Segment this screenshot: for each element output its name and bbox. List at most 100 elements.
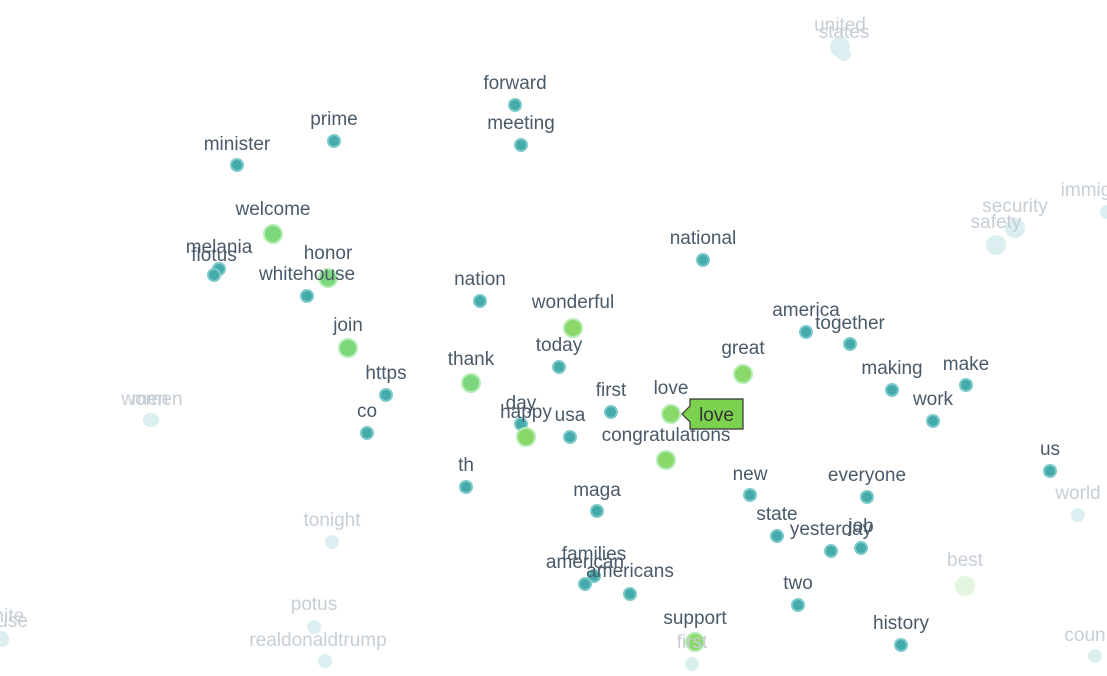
- label-realdonaldtrump: realdonaldtrump: [249, 630, 386, 651]
- point-america[interactable]: [799, 325, 813, 339]
- label-https: https: [365, 363, 406, 384]
- point-americans[interactable]: [623, 587, 637, 601]
- point-families[interactable]: [587, 569, 601, 583]
- point-thank[interactable]: [461, 373, 481, 393]
- point-coun[interactable]: [1088, 649, 1102, 663]
- label-melania: melania: [186, 237, 253, 258]
- point-making[interactable]: [885, 383, 899, 397]
- point-great[interactable]: [733, 364, 753, 384]
- point-us[interactable]: [1043, 464, 1057, 478]
- point-usa[interactable]: [563, 430, 577, 444]
- point-join[interactable]: [338, 338, 358, 358]
- point-today[interactable]: [552, 360, 566, 374]
- point-whitehouse[interactable]: [300, 289, 314, 303]
- point-safety[interactable]: [986, 235, 1006, 255]
- label-meeting: meeting: [487, 113, 555, 134]
- point-together[interactable]: [843, 337, 857, 351]
- point-congratulations[interactable]: [656, 450, 676, 470]
- point-security[interactable]: [1005, 218, 1025, 238]
- label-first: first: [596, 380, 627, 401]
- point-make[interactable]: [959, 378, 973, 392]
- label-women: women: [120, 389, 182, 410]
- label-thank: thank: [448, 349, 495, 370]
- tooltip: love: [681, 398, 744, 430]
- label-prime: prime: [310, 109, 358, 130]
- label-potus: potus: [291, 594, 337, 615]
- label-national: national: [670, 228, 737, 249]
- point-https[interactable]: [379, 388, 393, 402]
- label-join: join: [332, 315, 363, 336]
- point-job[interactable]: [854, 541, 868, 555]
- label-th: th: [458, 455, 474, 476]
- label-new: new: [733, 464, 768, 485]
- labels-layer: forward meeting prime minister welcome melani…: [0, 15, 1107, 653]
- label-first: first: [677, 632, 708, 653]
- label-states: states: [819, 22, 870, 43]
- point-history[interactable]: [894, 638, 908, 652]
- label-america: america: [772, 300, 840, 321]
- point-american[interactable]: [578, 577, 592, 591]
- point-nation[interactable]: [473, 294, 487, 308]
- point-best[interactable]: [955, 576, 975, 596]
- point-two[interactable]: [791, 598, 805, 612]
- point-everyone[interactable]: [860, 490, 874, 504]
- point-men[interactable]: [143, 413, 157, 427]
- label-state: state: [756, 504, 797, 525]
- point-maga[interactable]: [590, 504, 604, 518]
- point-wonderful[interactable]: [563, 318, 583, 338]
- points-layer: [0, 37, 1107, 671]
- point-tonight[interactable]: [325, 535, 339, 549]
- point-honor[interactable]: [318, 268, 338, 288]
- label-support: support: [663, 608, 727, 629]
- point-prime[interactable]: [327, 134, 341, 148]
- label-great: great: [721, 338, 765, 359]
- point-meeting[interactable]: [514, 138, 528, 152]
- label-immig: immig: [1061, 180, 1107, 201]
- point-state[interactable]: [770, 529, 784, 543]
- point-potus[interactable]: [307, 620, 321, 634]
- point-support[interactable]: [685, 632, 705, 652]
- point-work[interactable]: [926, 414, 940, 428]
- point-co[interactable]: [360, 426, 374, 440]
- point-minister[interactable]: [230, 158, 244, 172]
- point-first[interactable]: [604, 405, 618, 419]
- point-states[interactable]: [837, 47, 851, 61]
- label-coun: coun: [1064, 625, 1105, 646]
- point-first[interactable]: [685, 657, 699, 671]
- label-security: security: [982, 196, 1048, 217]
- label-yesterday: yesterday: [790, 519, 873, 540]
- label-men: men: [132, 389, 169, 410]
- point-th[interactable]: [459, 480, 473, 494]
- point-flotus[interactable]: [207, 268, 221, 282]
- label-love: love: [654, 378, 689, 399]
- label-welcome: welcome: [235, 199, 311, 220]
- label-work: work: [912, 389, 954, 410]
- point-world[interactable]: [1071, 508, 1085, 522]
- point-forward[interactable]: [508, 98, 522, 112]
- label-congratulations: congratulations: [602, 425, 731, 446]
- label-maga: maga: [573, 480, 621, 501]
- label-tonight: tonight: [303, 510, 361, 531]
- point-yesterday[interactable]: [824, 544, 838, 558]
- point-immig[interactable]: [1100, 205, 1107, 219]
- label-world: world: [1054, 483, 1100, 504]
- label-history: history: [873, 613, 929, 634]
- label-honor: honor: [304, 243, 353, 264]
- label-co: co: [357, 401, 377, 422]
- point-house[interactable]: [0, 633, 9, 647]
- point-happy[interactable]: [516, 427, 536, 447]
- label-white: white: [0, 606, 24, 627]
- point-love[interactable]: [661, 404, 681, 424]
- label-two: two: [783, 573, 813, 594]
- label-wonderful: wonderful: [531, 292, 614, 313]
- label-families: families: [562, 544, 626, 565]
- point-new[interactable]: [743, 488, 757, 502]
- label-americans: americans: [586, 561, 674, 582]
- point-welcome[interactable]: [263, 224, 283, 244]
- label-whitehouse: whitehouse: [258, 264, 355, 285]
- point-realdonaldtrump[interactable]: [318, 654, 332, 668]
- label-day: day: [506, 393, 537, 414]
- point-national[interactable]: [696, 253, 710, 267]
- label-us: us: [1040, 439, 1060, 460]
